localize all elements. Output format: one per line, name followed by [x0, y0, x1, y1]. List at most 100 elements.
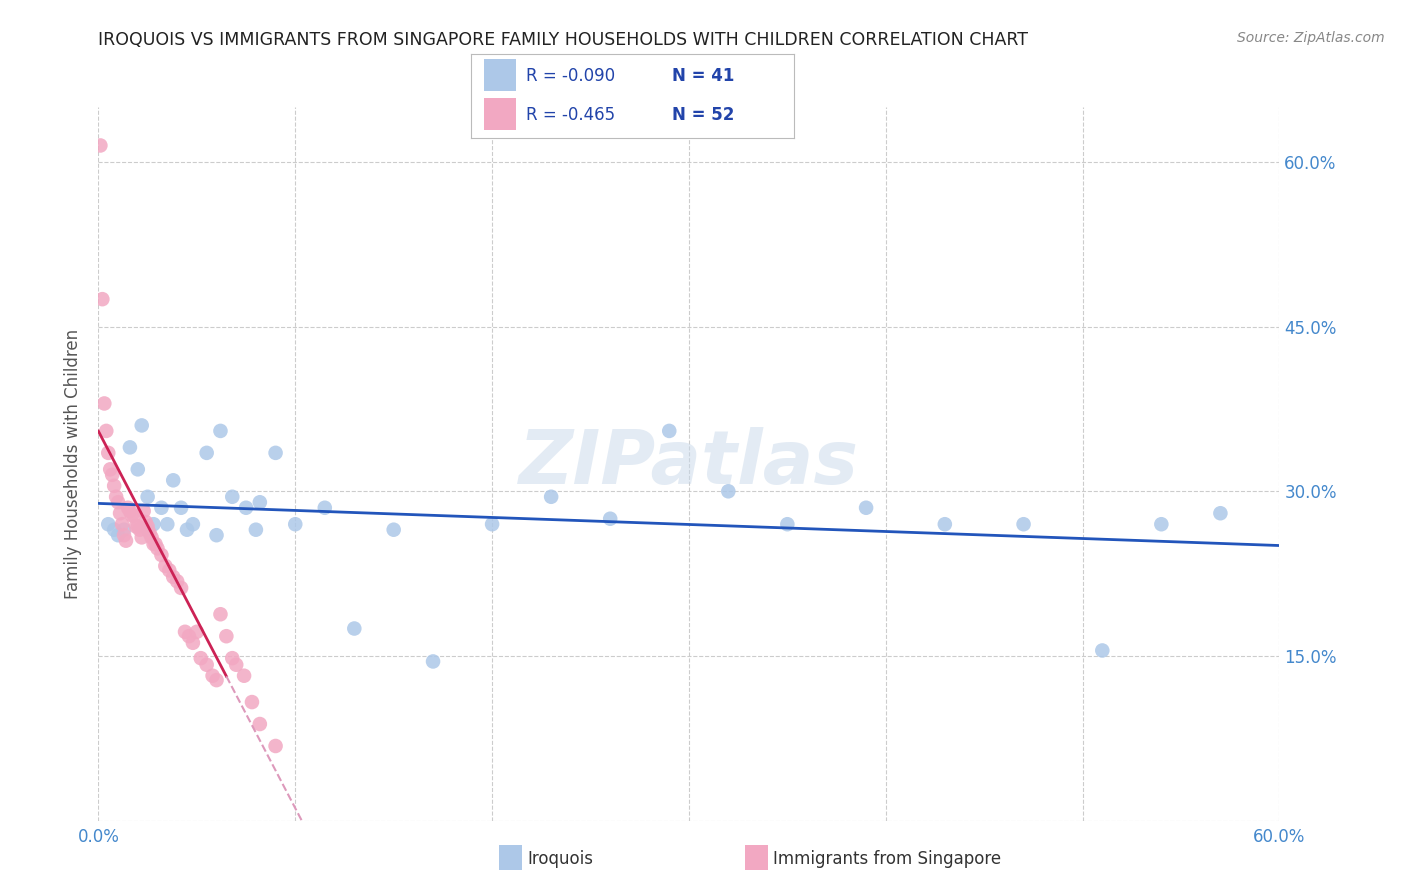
Point [422, 655, 444, 669]
Point [166, 574, 188, 589]
Point [195, 446, 218, 460]
Point [97, 517, 120, 532]
FancyBboxPatch shape [484, 59, 516, 91]
Point [125, 519, 148, 533]
Point [89, 138, 111, 153]
Text: R = -0.465: R = -0.465 [526, 105, 614, 123]
Point [599, 512, 621, 526]
Point [186, 624, 208, 639]
Point [155, 558, 177, 573]
Point [127, 519, 149, 533]
Point [112, 528, 135, 542]
Point [112, 523, 135, 537]
Point [934, 517, 956, 532]
Text: IROQUOIS VS IMMIGRANTS FROM SINGAPORE FAMILY HOUSEHOLDS WITH CHILDREN CORRELATIO: IROQUOIS VS IMMIGRANTS FROM SINGAPORE FA… [98, 31, 1028, 49]
Point [235, 500, 257, 515]
Point [93, 396, 115, 410]
Point [162, 473, 184, 487]
Point [1209, 506, 1232, 520]
Point [177, 629, 200, 643]
Point [221, 490, 243, 504]
Point [136, 519, 159, 533]
Point [233, 669, 256, 683]
Point [142, 537, 165, 551]
Point [855, 500, 877, 515]
Point [1150, 517, 1173, 532]
Point [136, 523, 159, 537]
Point [118, 441, 141, 455]
Point [284, 517, 307, 532]
Point [205, 673, 228, 687]
Point [240, 695, 263, 709]
Point [249, 495, 271, 509]
Point [201, 669, 224, 683]
Point [181, 636, 204, 650]
Point [150, 500, 173, 515]
Point [127, 462, 149, 476]
Point [107, 528, 129, 542]
Point [142, 517, 165, 532]
Point [481, 517, 503, 532]
Point [141, 530, 163, 544]
Point [776, 517, 799, 532]
Point [103, 523, 125, 537]
Point [131, 530, 153, 544]
Point [156, 517, 179, 532]
Point [209, 607, 232, 622]
Point [658, 424, 681, 438]
Point [108, 506, 131, 520]
Point [382, 523, 405, 537]
Point [103, 479, 125, 493]
Text: Iroquois: Iroquois [527, 850, 593, 868]
Point [122, 508, 145, 523]
Point [540, 490, 562, 504]
Point [136, 490, 159, 504]
Text: R = -0.090: R = -0.090 [526, 67, 614, 85]
Point [225, 657, 247, 672]
Point [174, 624, 197, 639]
Point [195, 657, 218, 672]
Point [221, 651, 243, 665]
Point [249, 717, 271, 731]
Point [264, 446, 287, 460]
Point [190, 651, 212, 665]
Text: ZIPatlas: ZIPatlas [519, 427, 859, 500]
Text: N = 41: N = 41 [672, 67, 734, 85]
Point [209, 424, 232, 438]
Point [314, 500, 336, 515]
Point [96, 424, 118, 438]
Point [264, 739, 287, 753]
FancyBboxPatch shape [484, 97, 516, 130]
Point [150, 548, 173, 562]
Point [98, 462, 121, 476]
Point [205, 528, 228, 542]
Point [115, 533, 138, 548]
Point [111, 517, 134, 532]
Point [135, 515, 157, 529]
Point [343, 622, 366, 636]
Point [138, 526, 160, 541]
Text: N = 52: N = 52 [672, 105, 734, 123]
Point [128, 523, 150, 537]
Point [215, 629, 238, 643]
Point [1091, 643, 1114, 657]
Point [245, 523, 267, 537]
Point [121, 508, 143, 523]
Point [97, 446, 120, 460]
Point [162, 570, 184, 584]
Point [91, 292, 114, 306]
Point [105, 490, 128, 504]
Point [170, 500, 193, 515]
Point [181, 517, 204, 532]
Point [1012, 517, 1035, 532]
Point [717, 484, 740, 499]
Point [131, 418, 153, 433]
Point [170, 581, 193, 595]
Point [176, 523, 198, 537]
Point [117, 500, 139, 515]
Point [132, 504, 155, 518]
Point [101, 467, 124, 482]
Point [118, 504, 141, 518]
Point [145, 537, 167, 551]
Point [146, 541, 169, 556]
